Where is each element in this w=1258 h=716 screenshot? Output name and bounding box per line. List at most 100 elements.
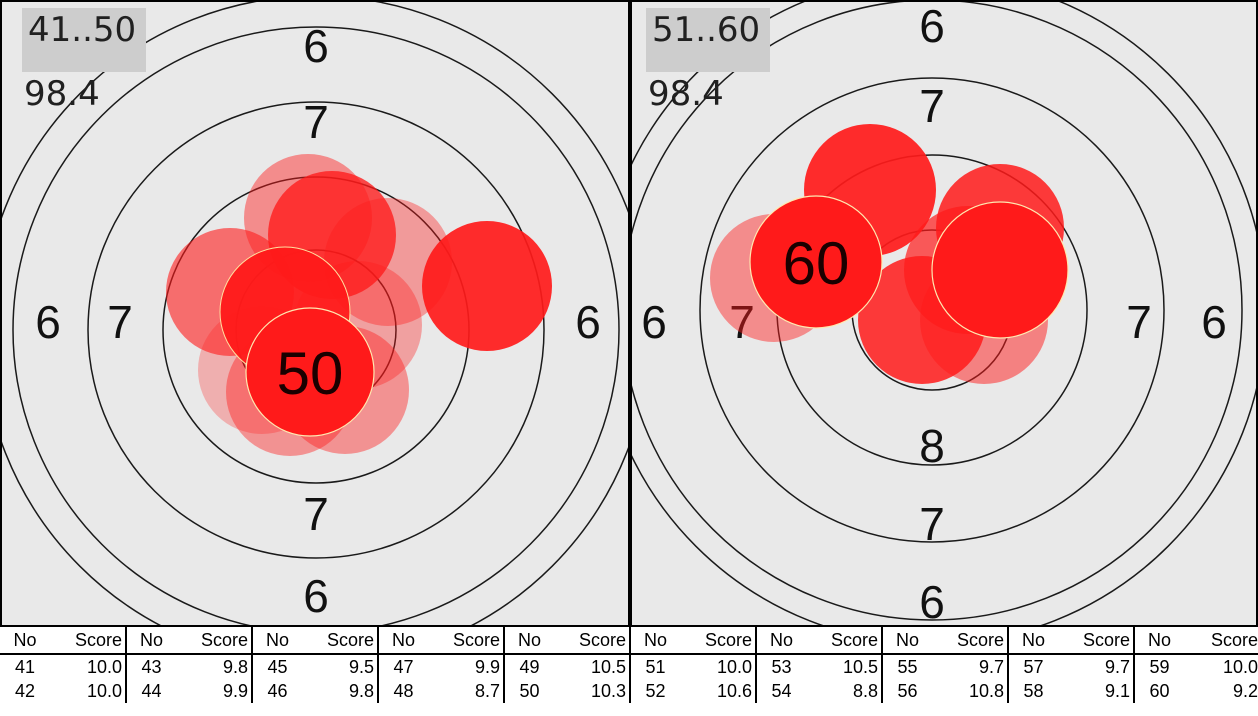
shot-number-cell: 46 <box>267 680 288 701</box>
header-score: Score <box>50 627 127 655</box>
shot-score-cell: 8.7 <box>428 679 505 703</box>
shot-score-cell: 10.5 <box>806 654 883 679</box>
ring-label-top-7: 7 <box>303 96 329 148</box>
shot-number-cell: 48 <box>393 680 414 701</box>
shot-number-cell: 51 <box>645 656 666 677</box>
header-score: Score <box>680 627 757 655</box>
score-table-header: No Score No Score No Score No Score No Score No Sco… <box>0 627 1258 655</box>
shot-score-cell: 9.1 <box>1058 679 1135 703</box>
shot-score-cell: 9.9 <box>176 679 253 703</box>
shot-49 <box>422 221 552 351</box>
shot-score-cell: 10.0 <box>50 679 127 703</box>
shot-score-cell: 10.5 <box>554 654 631 679</box>
shot-score-cell: 9.5 <box>302 654 379 679</box>
ring-6 <box>12 26 620 627</box>
target-right-svg: 6 7 6 7 7 6 8 7 6 60 <box>632 0 1258 627</box>
target-panel-right: 6 7 6 7 7 6 8 7 6 60 51..60 98.4 <box>632 0 1258 627</box>
header-no: No <box>252 627 302 655</box>
series-range-label-right: 51..60 <box>646 8 771 72</box>
ring-label-right-6: 6 <box>1201 296 1227 348</box>
shot-number-cell: 50 <box>519 680 540 701</box>
shot-number-cell: 41 <box>14 656 36 677</box>
ring-label-bottom-6: 6 <box>303 570 329 622</box>
series-score-left: 98.4 <box>24 74 100 114</box>
shot-score-cell: 9.8 <box>176 654 253 679</box>
header-score: Score <box>554 627 631 655</box>
shot-score-cell: 8.8 <box>806 679 883 703</box>
shot-number-cell: 44 <box>141 680 162 701</box>
ring-label-bottom-8: 8 <box>919 420 945 472</box>
header-score: Score <box>428 627 505 655</box>
panel-divider <box>628 0 632 627</box>
shot-number-cell: 49 <box>519 656 540 677</box>
shot-number-cell: 52 <box>645 680 666 701</box>
shot-score-cell: 9.7 <box>1058 654 1135 679</box>
ring-label-left-7: 7 <box>107 296 133 348</box>
header-score: Score <box>806 627 883 655</box>
header-score: Score <box>1184 627 1258 655</box>
shot-number-cell: 43 <box>141 656 162 677</box>
ring-label-left-6: 6 <box>641 296 667 348</box>
shot-number-cell: 47 <box>393 656 414 677</box>
shot-score-cell: 10.6 <box>680 679 757 703</box>
series-range-label-left: 41..50 <box>22 8 147 72</box>
shot-score-cell: 10.3 <box>554 679 631 703</box>
header-no: No <box>630 627 680 655</box>
shot-score-cell: 9.7 <box>932 654 1009 679</box>
ring-7 <box>87 101 545 559</box>
shot-number-cell: 59 <box>1149 656 1170 677</box>
ring-label-bottom-7: 7 <box>919 498 945 550</box>
header-score: Score <box>932 627 1009 655</box>
shot-number-cell: 53 <box>771 656 792 677</box>
ring-label-left-7: 7 <box>729 296 755 348</box>
shot-score-cell: 10.0 <box>50 654 127 679</box>
shot-number-cell: 60 <box>1149 680 1170 701</box>
shot-60 <box>749 195 883 329</box>
shot-score-cell: 9.2 <box>1184 679 1258 703</box>
target-panel-left: 6 7 6 7 6 7 6 50 41..50 98.4 <box>0 0 628 627</box>
ring-label-left-6: 6 <box>35 296 61 348</box>
shot-score-cell: 10.0 <box>1184 654 1258 679</box>
header-no: No <box>882 627 932 655</box>
ring-7 <box>699 77 1165 543</box>
header-no: No <box>1008 627 1058 655</box>
shot-score-cell: 10.8 <box>932 679 1009 703</box>
header-no: No <box>378 627 428 655</box>
score-table-body: No Score No Score No Score No Score No Score No Sco… <box>0 627 1258 703</box>
series-score-right: 98.4 <box>648 74 724 114</box>
ring-label-right-6: 6 <box>575 296 601 348</box>
table-row: 41 10.0 43 9.8 45 9.5 47 9.9 49 10.5 51 10.0 53 10.5 5… <box>0 654 1258 679</box>
score-table: No Score No Score No Score No Score No Score No Sco… <box>0 627 1258 703</box>
table-row: 42 10.0 44 9.9 46 9.8 48 8.7 50 10.3 52 10.6 54 8.8 56… <box>0 679 1258 703</box>
header-no: No <box>504 627 554 655</box>
ring-label-top-7: 7 <box>919 80 945 132</box>
shot-number-cell: 45 <box>267 656 288 677</box>
shot-50 <box>245 307 375 437</box>
ring-label-right-7: 7 <box>1126 296 1152 348</box>
shot-59 <box>931 201 1069 339</box>
header-no: No <box>0 627 50 655</box>
shot-number-cell: 54 <box>771 680 792 701</box>
shot-number-cell: 42 <box>14 680 36 701</box>
header-score: Score <box>302 627 379 655</box>
shot-group-left: 50 <box>166 154 552 456</box>
shot-score-cell: 9.9 <box>428 654 505 679</box>
shot-number-cell: 56 <box>897 680 918 701</box>
ring-6 <box>632 0 1243 621</box>
ring-label-top-6: 6 <box>303 20 329 72</box>
shot-score-cell: 10.0 <box>680 654 757 679</box>
shot-number-cell: 55 <box>897 656 918 677</box>
ring-label-top-6: 6 <box>919 0 945 52</box>
shot-number-cell: 57 <box>1023 656 1044 677</box>
header-no: No <box>126 627 176 655</box>
header-score: Score <box>176 627 253 655</box>
header-no: No <box>1134 627 1184 655</box>
shot-score-cell: 9.8 <box>302 679 379 703</box>
header-score: Score <box>1058 627 1135 655</box>
shot-group-right: 60 <box>710 124 1069 384</box>
ring-label-bottom-6: 6 <box>919 576 945 627</box>
shot-number-cell: 58 <box>1023 680 1044 701</box>
header-no: No <box>756 627 806 655</box>
target-left-svg: 6 7 6 7 6 7 6 50 <box>0 0 628 627</box>
last-shot-label-left: 50 <box>277 340 344 407</box>
